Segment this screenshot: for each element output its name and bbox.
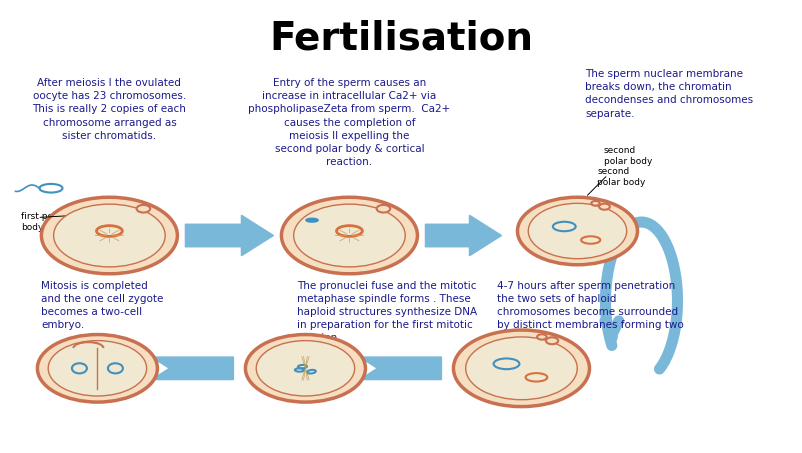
Circle shape bbox=[545, 337, 557, 344]
Circle shape bbox=[465, 337, 577, 400]
Circle shape bbox=[516, 197, 637, 265]
Polygon shape bbox=[345, 348, 441, 389]
Text: Fertilisation: Fertilisation bbox=[269, 19, 533, 58]
Text: The pronuclei fuse and the mitotic
metaphase spindle forms . These
haploid struc: The pronuclei fuse and the mitotic metap… bbox=[297, 280, 477, 343]
Circle shape bbox=[38, 335, 157, 402]
Polygon shape bbox=[137, 348, 233, 389]
Circle shape bbox=[294, 204, 405, 267]
Circle shape bbox=[598, 204, 610, 210]
Text: Mitosis is completed
and the one cell zygote
becomes a two-cell
embryo.: Mitosis is completed and the one cell zy… bbox=[42, 280, 164, 330]
Circle shape bbox=[54, 204, 165, 267]
Circle shape bbox=[136, 205, 150, 212]
Circle shape bbox=[281, 197, 417, 274]
Circle shape bbox=[528, 203, 626, 259]
Circle shape bbox=[245, 335, 365, 402]
Circle shape bbox=[453, 330, 589, 407]
Polygon shape bbox=[185, 215, 273, 256]
Circle shape bbox=[256, 341, 354, 396]
Text: Entry of the sperm causes an
increase in intracellular Ca2+ via
phospholipaseZet: Entry of the sperm causes an increase in… bbox=[248, 78, 450, 167]
Text: first polar
body: first polar body bbox=[22, 212, 65, 231]
Text: 4-7 hours after sperm penetration
the two sets of haploid
chromosomes become sur: 4-7 hours after sperm penetration the tw… bbox=[497, 280, 683, 343]
Ellipse shape bbox=[306, 218, 318, 222]
Text: The sperm nuclear membrane
breaks down, the chromatin
decondenses and chromosome: The sperm nuclear membrane breaks down, … bbox=[585, 69, 752, 119]
Text: second
polar body: second polar body bbox=[597, 167, 645, 187]
Circle shape bbox=[376, 205, 390, 212]
Circle shape bbox=[590, 201, 599, 206]
Text: After meiosis I the ovulated
oocyte has 23 chromosomes.
This is really 2 copies : After meiosis I the ovulated oocyte has … bbox=[32, 78, 186, 141]
Text: second
polar body: second polar body bbox=[603, 146, 651, 166]
Circle shape bbox=[537, 334, 546, 340]
Polygon shape bbox=[425, 215, 500, 256]
Circle shape bbox=[48, 341, 147, 396]
Circle shape bbox=[42, 197, 177, 274]
